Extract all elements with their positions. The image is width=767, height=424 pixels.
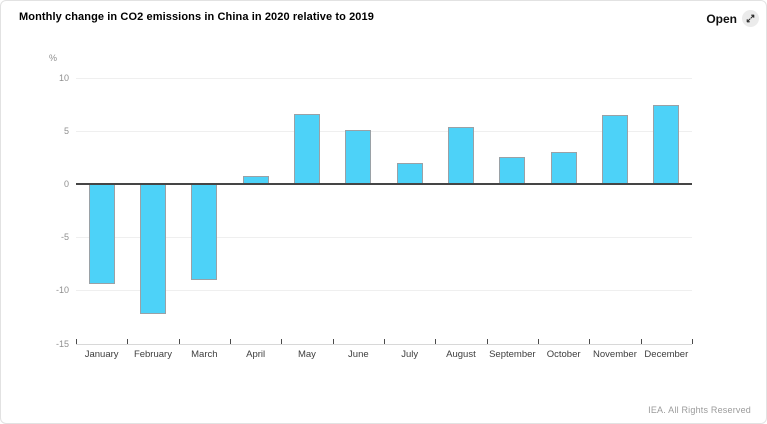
x-axis-tick: [435, 339, 437, 344]
y-axis-unit-label: %: [48, 53, 57, 63]
x-axis-tick: [384, 339, 385, 344]
x-tick-label-october: October: [546, 349, 581, 360]
gridline-5: [76, 131, 692, 132]
zero-axis-line: [76, 183, 692, 185]
bar-february[interactable]: [140, 184, 166, 314]
x-tick-label-january: January: [84, 349, 119, 360]
footer-credit: IEA. All Rights Reserved: [648, 405, 751, 415]
bar-november[interactable]: [602, 114, 628, 184]
x-axis-tick: [332, 339, 334, 344]
bar-september[interactable]: [499, 157, 526, 184]
bar-march[interactable]: [191, 184, 218, 280]
y-tick-label: -15: [55, 339, 69, 349]
y-tick-label: -10: [55, 285, 69, 295]
x-tick-label-march: March: [191, 349, 218, 360]
x-axis-tick: [127, 339, 129, 344]
bar-july[interactable]: [396, 162, 423, 184]
expand-icon: [742, 10, 759, 27]
chart-title: Monthly change in CO2 emissions in China…: [19, 11, 374, 23]
x-axis-tick: [589, 339, 591, 344]
x-axis-tick: [538, 339, 539, 344]
x-axis-line: [76, 344, 692, 345]
gridline--5: [76, 237, 692, 238]
bar-october[interactable]: [550, 152, 577, 184]
x-tick-label-may: May: [297, 349, 316, 360]
x-tick-label-november: November: [593, 349, 637, 360]
bar-may[interactable]: [294, 113, 320, 184]
open-button[interactable]: Open: [706, 10, 759, 27]
bar-june[interactable]: [345, 129, 372, 184]
y-tick-label: 5: [63, 126, 69, 136]
open-button-label: Open: [706, 11, 737, 26]
x-axis-tick: [692, 339, 693, 344]
x-axis-tick: [230, 339, 231, 344]
gridline--10: [76, 290, 692, 291]
x-tick-label-june: June: [348, 349, 369, 360]
bar-december[interactable]: [653, 105, 680, 184]
x-tick-label-august: August: [446, 349, 476, 360]
x-tick-label-july: July: [401, 349, 419, 360]
x-tick-label-february: February: [133, 349, 172, 360]
bar-august[interactable]: [448, 126, 474, 184]
x-tick-label-april: April: [246, 349, 266, 360]
x-axis-tick: [486, 339, 488, 344]
x-axis-tick: [76, 339, 77, 344]
x-axis-tick: [281, 339, 283, 344]
y-tick-label: 10: [58, 73, 69, 83]
y-tick-label: -5: [60, 232, 69, 242]
x-tick-label-december: December: [644, 349, 689, 360]
gridline-10: [76, 78, 692, 79]
x-tick-label-september: September: [489, 349, 536, 360]
x-axis-tick: [178, 339, 180, 344]
y-tick-label: 0: [63, 179, 69, 189]
bar-january[interactable]: [88, 184, 115, 284]
x-axis-tick: [640, 339, 642, 344]
